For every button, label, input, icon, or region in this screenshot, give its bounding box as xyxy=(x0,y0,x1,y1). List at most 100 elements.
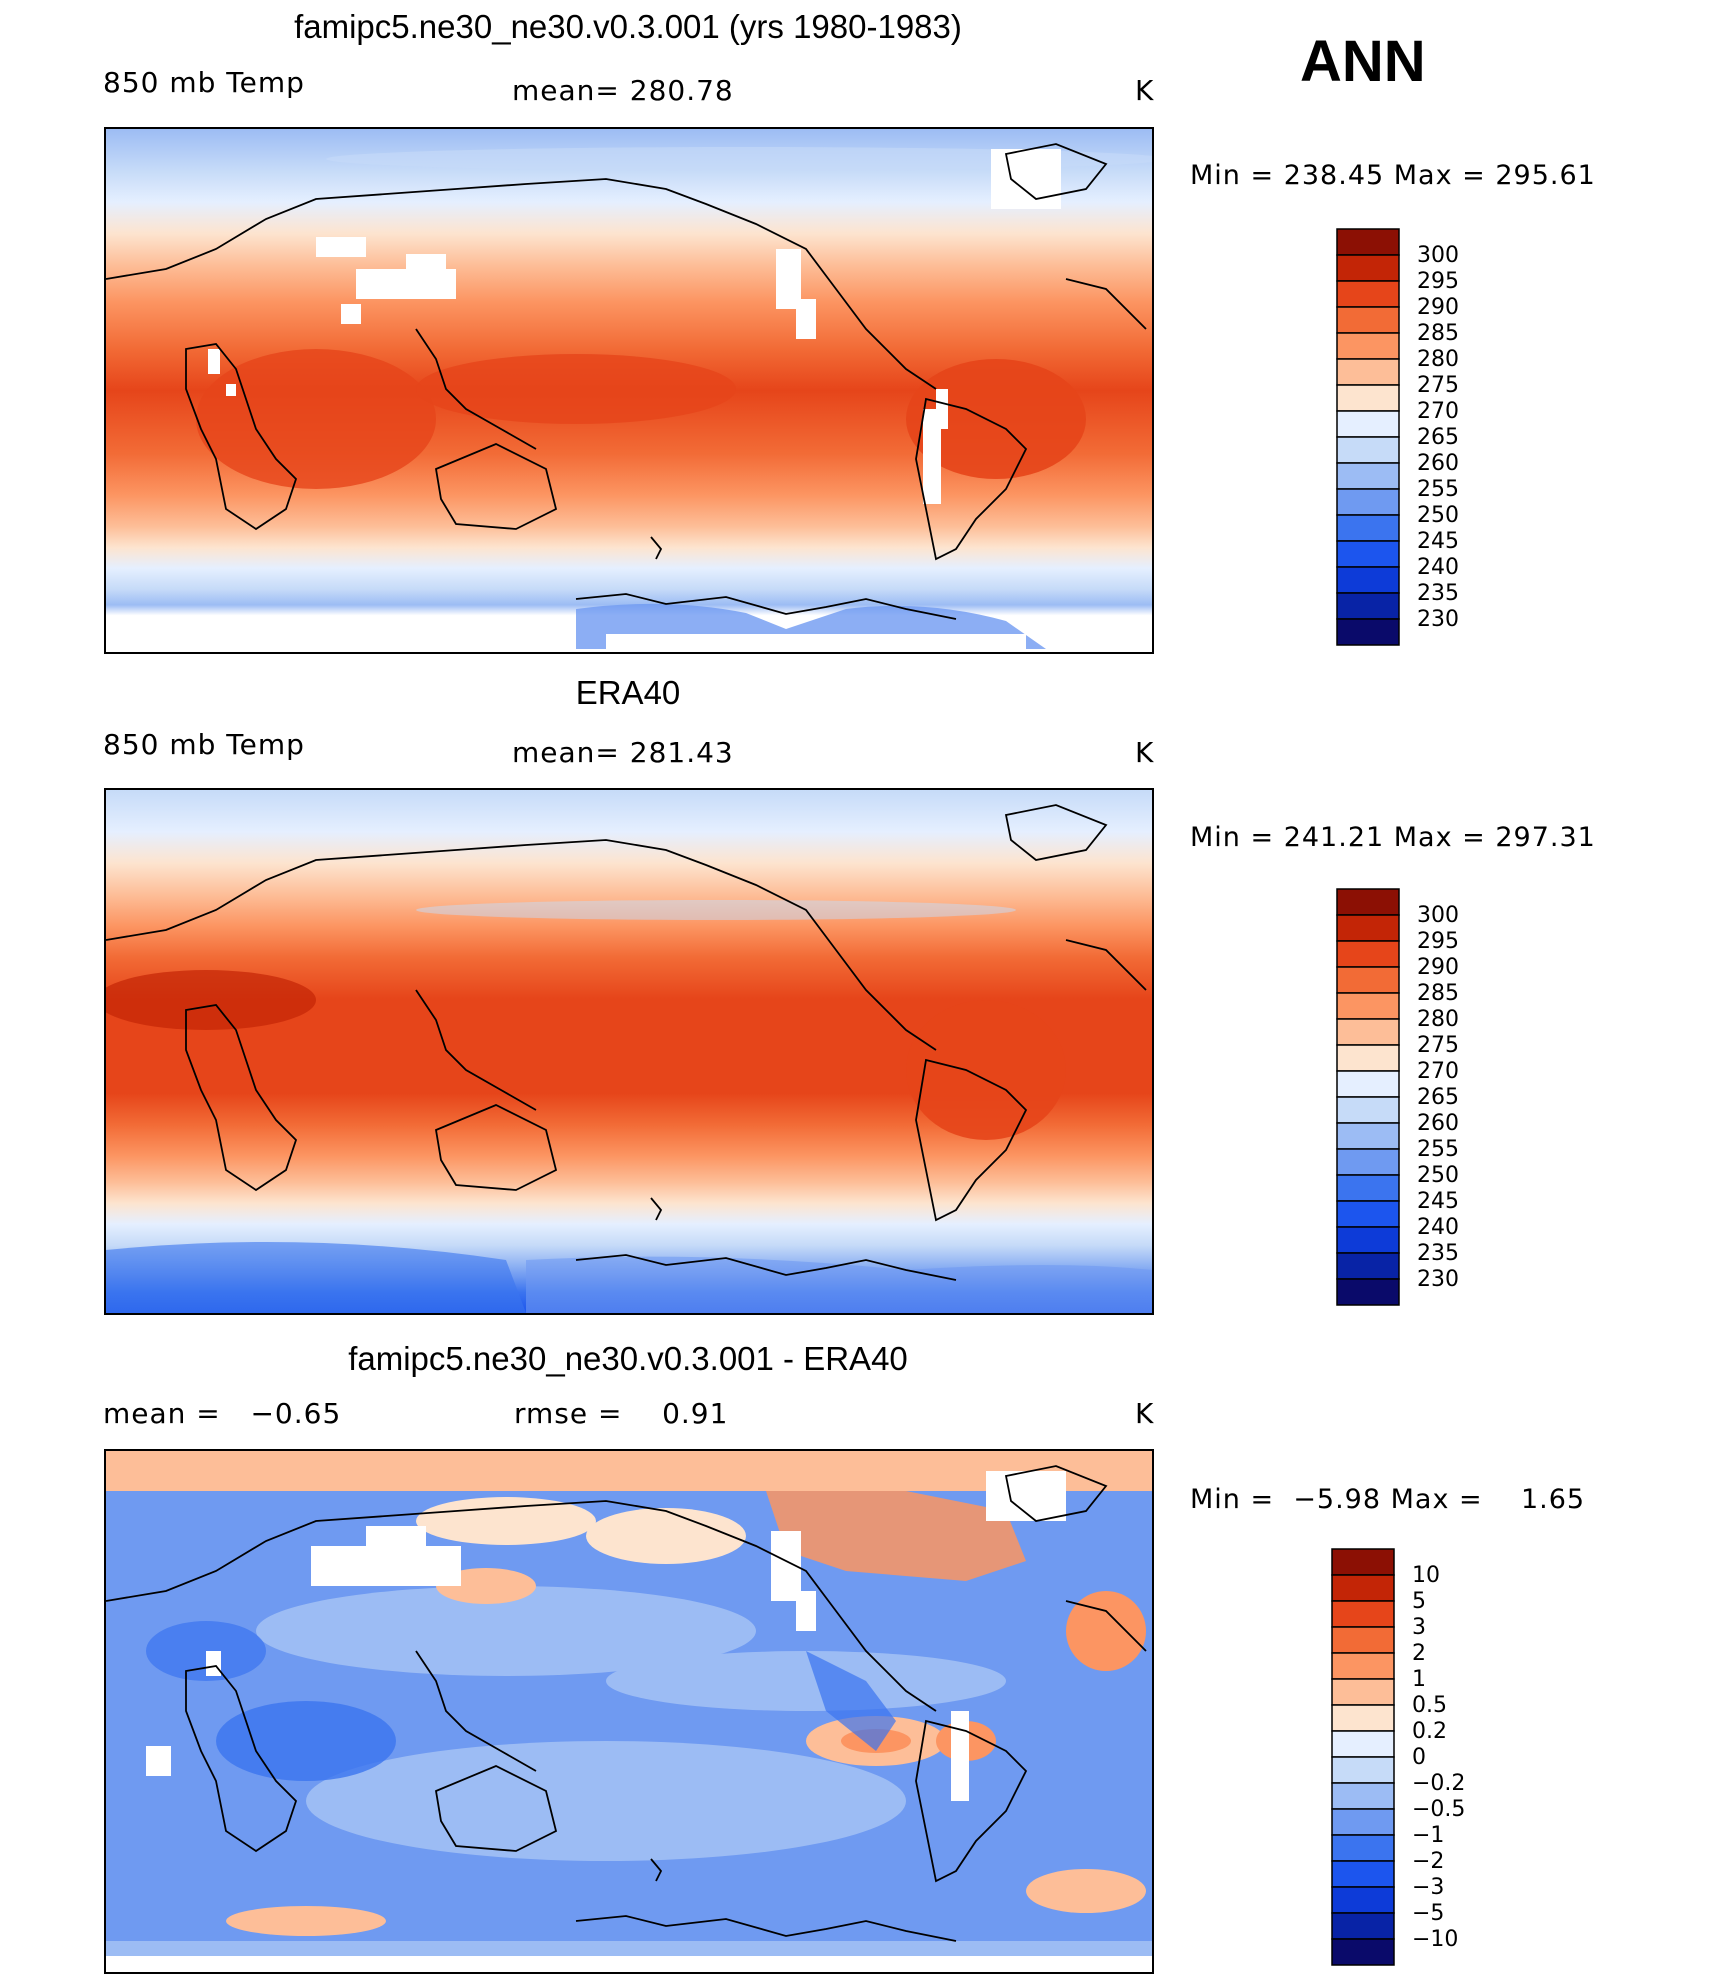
colorbar-cell xyxy=(1331,1782,1395,1810)
colorbar-tick-label: 230 xyxy=(1417,607,1459,632)
colorbar-cell xyxy=(1336,358,1400,386)
panel3-units-label: K xyxy=(1135,1397,1155,1430)
panel3-colorbar: 10 5 3 2 1 0.5 0.2 0 −0.2 −0.5 −1 −2 −3 −5 −10 xyxy=(1330,1547,1500,1966)
colorbar-cell xyxy=(1336,914,1400,942)
colorbar-cell xyxy=(1336,888,1400,916)
colorbar-tick-label: −2 xyxy=(1412,1849,1444,1874)
panel3-map xyxy=(104,1449,1154,1974)
colorbar-cell xyxy=(1336,384,1400,412)
colorbar-tick-label: 300 xyxy=(1417,243,1459,268)
colorbar-cell xyxy=(1336,280,1400,308)
colorbar-tick-label: 290 xyxy=(1417,955,1459,980)
colorbar-tick-label: 260 xyxy=(1417,1111,1459,1136)
panel1-title: famipc5.ne30_ne30.v0.3.001 (yrs 1980-198… xyxy=(294,8,962,45)
colorbar-tick-label: −0.2 xyxy=(1412,1771,1465,1796)
panel1-map xyxy=(104,127,1154,654)
colorbar-cell xyxy=(1336,514,1400,542)
panel1-colorbar-svg: 3002952902852802752702652602552502452402… xyxy=(1336,228,1459,646)
panel3-colorbar-cells xyxy=(1331,1548,1395,1966)
colorbar-tick-label: 240 xyxy=(1417,555,1459,580)
panel1-colorbar: 300 295 290 285 280 275 270 265 260 255 250 245 240 2… xyxy=(1335,227,1485,646)
colorbar-cell xyxy=(1336,1122,1400,1150)
colorbar-cell xyxy=(1336,488,1400,516)
colorbar-cell xyxy=(1336,1226,1400,1254)
colorbar-tick-label: 295 xyxy=(1417,269,1459,294)
panel2-colorbar: 300 295 290 285 280 275 270 265 260 255 250 245 240 2… xyxy=(1335,887,1485,1306)
colorbar-tick-label: 260 xyxy=(1417,451,1459,476)
colorbar-cell xyxy=(1336,1148,1400,1176)
colorbar-tick-label: −1 xyxy=(1412,1823,1444,1848)
colorbar-tick-label: 270 xyxy=(1417,399,1459,424)
season-label: ANN xyxy=(1300,29,1426,94)
colorbar-cell xyxy=(1336,228,1400,256)
colorbar-tick-label: 2 xyxy=(1412,1641,1426,1666)
colorbar-cell xyxy=(1336,940,1400,968)
colorbar-tick-label: 235 xyxy=(1417,1241,1459,1266)
panel3-minmax: Min = −5.98 Max = 1.65 xyxy=(1190,1484,1586,1515)
colorbar-cell xyxy=(1336,1018,1400,1046)
panel3-rmse-label: rmse = 0.91 xyxy=(514,1397,729,1430)
colorbar-cell xyxy=(1336,332,1400,360)
colorbar-cell xyxy=(1331,1704,1395,1732)
colorbar-cell xyxy=(1336,1278,1400,1306)
colorbar-tick-label: 250 xyxy=(1417,503,1459,528)
colorbar-tick-label: 280 xyxy=(1417,347,1459,372)
colorbar-tick-label: 265 xyxy=(1417,1085,1459,1110)
colorbar-cell xyxy=(1336,1200,1400,1228)
colorbar-tick-label: −0.5 xyxy=(1412,1797,1465,1822)
colorbar-cell xyxy=(1331,1574,1395,1602)
colorbar-tick-label: 10 xyxy=(1412,1563,1440,1588)
colorbar-cell xyxy=(1336,462,1400,490)
colorbar-cell xyxy=(1336,1174,1400,1202)
colorbar-cell xyxy=(1336,306,1400,334)
colorbar-cell xyxy=(1336,566,1400,594)
panel1-variable-label: 850 mb Temp xyxy=(103,66,305,99)
colorbar-tick-label: 245 xyxy=(1417,1189,1459,1214)
colorbar-cell xyxy=(1336,592,1400,620)
colorbar-cell xyxy=(1336,1044,1400,1072)
panel2-mean-label: mean= 281.43 xyxy=(512,736,734,769)
colorbar-tick-label: 5 xyxy=(1412,1589,1426,1614)
colorbar-cell xyxy=(1331,1548,1395,1576)
colorbar-tick-label: 0 xyxy=(1412,1745,1426,1770)
colorbar-cell xyxy=(1331,1678,1395,1706)
panel2-units-label: K xyxy=(1135,736,1155,769)
colorbar-cell xyxy=(1331,1938,1395,1966)
colorbar-cell xyxy=(1336,410,1400,438)
colorbar-cell xyxy=(1336,966,1400,994)
colorbar-tick-label: 0.5 xyxy=(1412,1693,1447,1718)
panel1-units-label: K xyxy=(1135,74,1155,107)
colorbar-cell xyxy=(1336,1096,1400,1124)
colorbar-cell xyxy=(1331,1626,1395,1654)
colorbar-tick-label: 255 xyxy=(1417,1137,1459,1162)
colorbar-cell xyxy=(1331,1886,1395,1914)
colorbar-tick-label: 285 xyxy=(1417,321,1459,346)
panel1-contour-plot xyxy=(106,129,1152,652)
colorbar-tick-label: 285 xyxy=(1417,981,1459,1006)
panel1-minmax: Min = 238.45 Max = 295.61 xyxy=(1190,160,1596,191)
panel3-mean-label: mean = −0.65 xyxy=(103,1397,342,1430)
colorbar-tick-label: 3 xyxy=(1412,1615,1426,1640)
colorbar-tick-label: 290 xyxy=(1417,295,1459,320)
panel2-colorbar-svg: 3002952902852802752702652602552502452402… xyxy=(1336,888,1459,1306)
colorbar-tick-label: 250 xyxy=(1417,1163,1459,1188)
colorbar-tick-label: −3 xyxy=(1412,1875,1444,1900)
panel2-contour-plot xyxy=(106,790,1152,1313)
panel3-contour-plot xyxy=(106,1451,1152,1972)
colorbar-tick-label: 280 xyxy=(1417,1007,1459,1032)
colorbar-cell xyxy=(1331,1808,1395,1836)
colorbar-cell xyxy=(1331,1600,1395,1628)
colorbar-cell xyxy=(1336,254,1400,282)
panel2-variable-label: 850 mb Temp xyxy=(103,728,305,761)
colorbar-cell xyxy=(1336,436,1400,464)
colorbar-cell xyxy=(1331,1860,1395,1888)
colorbar-cell xyxy=(1331,1652,1395,1680)
colorbar-tick-label: 240 xyxy=(1417,1215,1459,1240)
colorbar-tick-label: 235 xyxy=(1417,581,1459,606)
colorbar-tick-label: 275 xyxy=(1417,373,1459,398)
panel2-colorbar-labels: 3002952902852802752702652602552502452402… xyxy=(1417,903,1459,1292)
colorbar-tick-label: 270 xyxy=(1417,1059,1459,1084)
colorbar-cell xyxy=(1336,992,1400,1020)
